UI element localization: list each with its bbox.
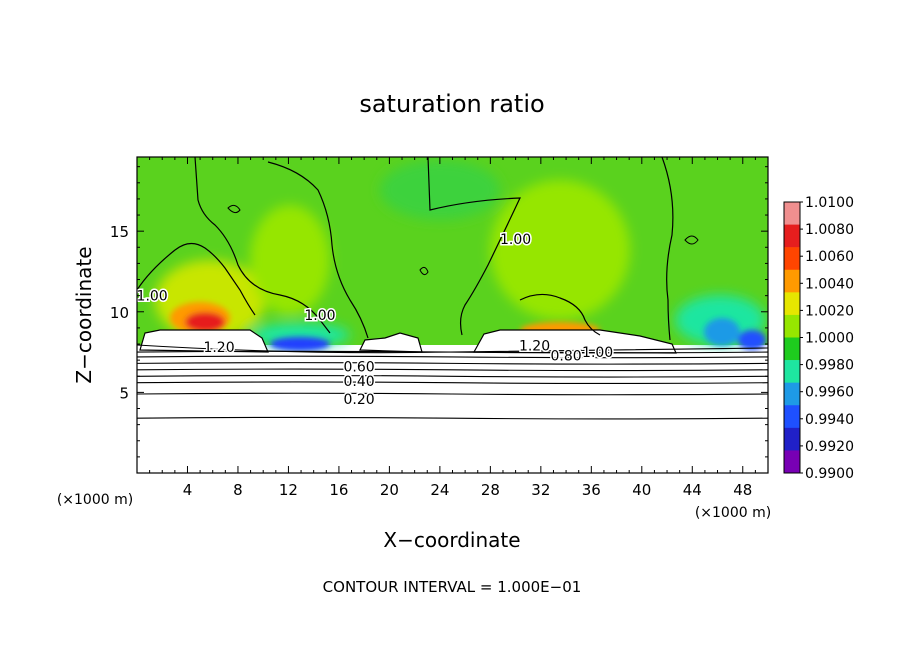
- contour-label: 1.20: [519, 339, 550, 355]
- plot-area: 1.001.001.001.20 1.200.80 1.000.600.400.20: [137, 157, 768, 473]
- colorbar-swatch: [784, 360, 800, 383]
- field-patch: [738, 330, 766, 350]
- colorbar-swatch: [784, 314, 800, 338]
- colorbar-label: 1.0040: [805, 276, 854, 292]
- contour-line: [267, 161, 369, 339]
- chart-title: saturation ratio: [359, 90, 544, 118]
- y-axis-label: Z−coordinate: [72, 246, 96, 383]
- contour-line: [419, 266, 429, 276]
- contour-line: [137, 374, 768, 378]
- contour-line: [137, 355, 768, 359]
- contour-label: 0.60: [344, 360, 375, 376]
- x-tick-label: 36: [582, 481, 601, 499]
- contour-line: [137, 362, 768, 365]
- contour-line: [137, 381, 768, 385]
- contour-line: [137, 392, 768, 396]
- contour-line: [137, 368, 768, 372]
- x-axis-label: X−coordinate: [383, 528, 520, 552]
- field-lower-white: [137, 352, 768, 473]
- y-tick-label: 10: [110, 304, 129, 322]
- x-unit-right: (×1000 m): [695, 505, 771, 521]
- colorbar-swatch: [784, 405, 800, 429]
- contour-label: 1.00: [137, 289, 168, 305]
- colorbar-label: 1.0060: [805, 249, 854, 265]
- contour-label: 0.80: [550, 348, 581, 364]
- contour-labels: 1.001.001.001.20 1.200.80 1.000.600.400.20: [137, 231, 615, 410]
- x-tick-label: 40: [632, 481, 651, 499]
- field-patch: [704, 318, 740, 346]
- x-tick-label: 4: [183, 481, 193, 499]
- colorbar-swatch: [784, 269, 800, 293]
- contour-line: [137, 416, 768, 420]
- x-tick-label: 28: [481, 481, 500, 499]
- colorbar-swatch: [784, 337, 800, 361]
- contour-line: [137, 242, 256, 316]
- y-axis-ticks: 5 10 15: [110, 166, 768, 458]
- contour-interval-note: CONTOUR INTERVAL = 1.000E−01: [323, 578, 582, 596]
- contour-label: 0.20: [344, 392, 375, 408]
- colorbar-swatch: [784, 224, 800, 248]
- colorbar-swatch: [784, 450, 800, 474]
- colorbar-swatch: [784, 202, 800, 225]
- contour-label: 0.40: [344, 374, 375, 390]
- x-tick-label: 20: [380, 481, 399, 499]
- contour-line: [194, 157, 331, 334]
- contour-label: 1.20: [203, 340, 234, 356]
- y-tick-label: 15: [110, 223, 129, 241]
- x-unit-left: (×1000 m): [57, 492, 133, 508]
- colorbar-label: 0.9960: [805, 385, 854, 401]
- x-tick-label: 12: [279, 481, 298, 499]
- colorbar-label: 0.9900: [805, 466, 854, 482]
- colorbar-swatch: [784, 247, 800, 271]
- contour-line: [519, 293, 601, 336]
- colorbar-label: 0.9980: [805, 358, 854, 374]
- x-tick-label: 16: [329, 481, 348, 499]
- contour-line: [684, 235, 699, 245]
- y-tick-label: 5: [119, 384, 129, 402]
- x-tick-label: 32: [531, 481, 550, 499]
- colorbar-swatch: [784, 292, 800, 316]
- colorbar-label: 1.0100: [805, 195, 854, 211]
- field-patch: [250, 205, 330, 315]
- colorbar-label: 0.9940: [805, 412, 854, 428]
- x-axis-ticks: 4 8 12 16 20 24 28 32 36 40 44 48: [149, 157, 756, 499]
- cloud-region: [472, 329, 677, 354]
- field-patch: [380, 160, 500, 220]
- field-patch: [270, 337, 330, 351]
- colorbar-label: 1.0000: [805, 331, 854, 347]
- x-tick-label: 24: [430, 481, 449, 499]
- contour-label: 1.00: [582, 345, 613, 361]
- field-patch: [490, 180, 630, 320]
- field-patch: [185, 312, 225, 332]
- contour-line: [661, 157, 674, 341]
- colorbar-swatch: [784, 427, 800, 451]
- horizontal-contours: [137, 350, 768, 420]
- x-tick-label: 48: [733, 481, 752, 499]
- contour-label: 1.00: [304, 308, 335, 324]
- colorbar-label: 1.0020: [805, 303, 854, 319]
- contour-line: [137, 350, 768, 354]
- contour-line: [427, 157, 521, 336]
- x-tick-label: 8: [233, 481, 243, 499]
- colorbar-label: 0.9920: [805, 439, 854, 455]
- colorbar-swatch: [784, 382, 800, 406]
- x-tick-label: 44: [683, 481, 702, 499]
- contour-label: 1.00: [500, 232, 531, 248]
- contour-line: [227, 204, 241, 214]
- colorbar-label: 1.0080: [805, 222, 854, 238]
- colorbar: 1.0100 1.0080 1.0060 1.0040 1.0020 1.0000 0.99…: [783, 195, 854, 482]
